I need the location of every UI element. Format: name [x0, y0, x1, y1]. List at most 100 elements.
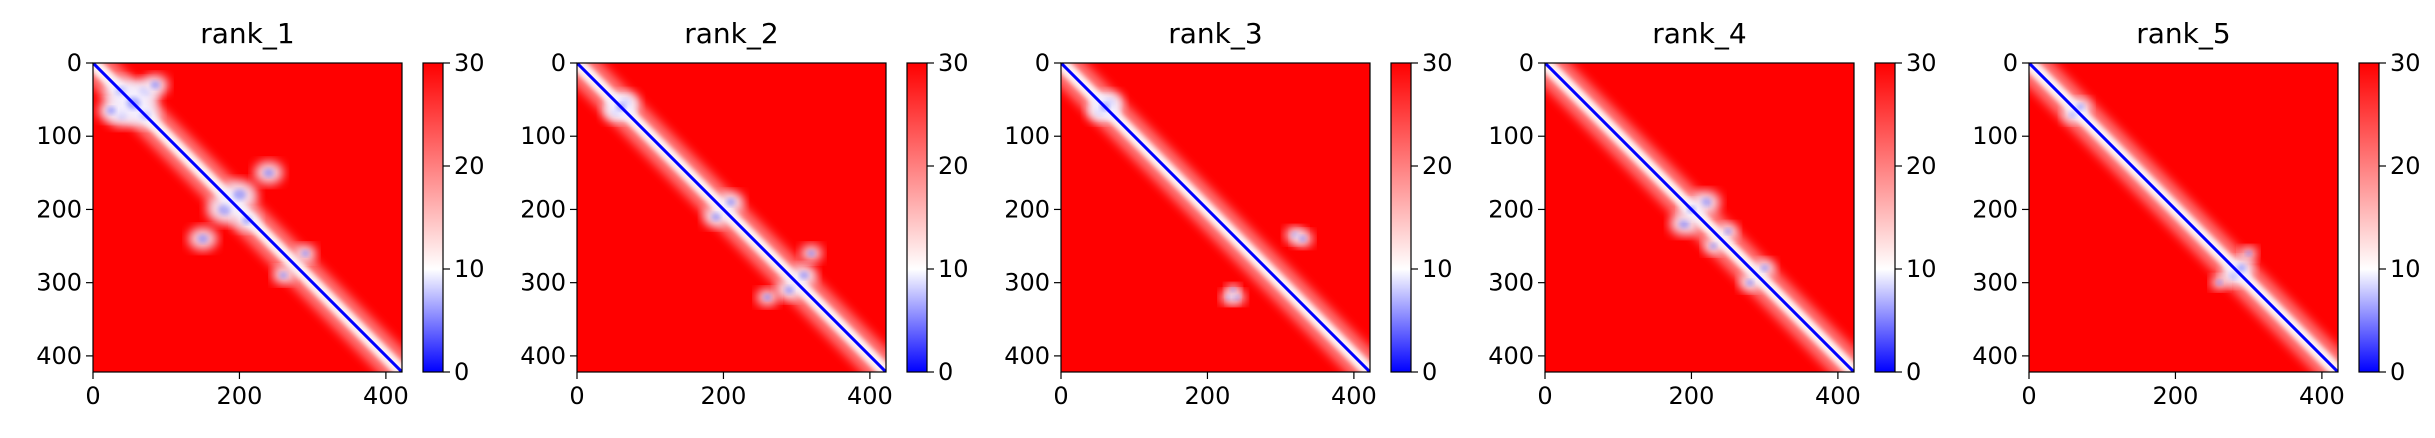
x-tick-label: 200: [2153, 382, 2199, 410]
x-tick-label: 400: [363, 382, 409, 410]
x-tick-label: 200: [1185, 382, 1231, 410]
colorbar-tick-label: 20: [1422, 152, 1453, 180]
contact-core: [106, 106, 116, 115]
y-tick-label: 200: [1004, 195, 1050, 223]
y-tick-label: 0: [2003, 49, 2018, 77]
contact-core: [1746, 279, 1754, 286]
y-tick-label: 400: [1972, 342, 2018, 370]
panel-title: rank_5: [2136, 17, 2230, 50]
y-tick-label: 0: [67, 49, 82, 77]
x-tick-label: 400: [1815, 382, 1861, 410]
axes-frame: [576, 62, 887, 373]
y-tick-label: 300: [1488, 269, 1534, 297]
colorbar-tick-label: 10: [454, 255, 485, 283]
contact-core: [197, 234, 208, 244]
contact-core: [1709, 242, 1718, 250]
colorbar: [1874, 62, 1896, 373]
y-tick-label: 300: [1004, 269, 1050, 297]
panel-title: rank_4: [1652, 17, 1746, 50]
contact-core: [1233, 294, 1240, 300]
x-tick-label: 400: [847, 382, 893, 410]
contact-core: [150, 81, 160, 89]
contact-core: [301, 250, 310, 257]
contact-core: [1678, 219, 1690, 229]
contact-core: [784, 286, 794, 294]
contact-core: [263, 168, 274, 178]
axes-frame: [1060, 62, 1371, 373]
y-tick-label: 0: [1519, 49, 1534, 77]
heatmap-cells: [93, 63, 402, 372]
x-tick-label: 0: [569, 382, 584, 410]
contact-core: [2236, 264, 2246, 272]
x-tick-label: 200: [1669, 382, 1715, 410]
contact-core: [1724, 228, 1732, 235]
y-tick-label: 300: [1972, 269, 2018, 297]
contact-core: [726, 198, 736, 207]
heatmap-diagonal: [1545, 63, 1854, 372]
contact-core: [1760, 264, 1769, 272]
y-tick-label: 200: [520, 195, 566, 223]
heatmap-cells: [2029, 63, 2338, 372]
colorbar-tick-label: 20: [938, 152, 969, 180]
colorbar: [2358, 62, 2380, 373]
contact-core: [799, 271, 809, 280]
contact-core: [1299, 235, 1307, 242]
y-tick-label: 400: [36, 342, 82, 370]
colorbar-tick-label: 30: [938, 49, 969, 77]
heatmap-diagonal: [1061, 63, 1370, 372]
x-tick-label: 0: [85, 382, 100, 410]
colorbar-tick-label: 20: [454, 152, 485, 180]
panel-title: rank_3: [1168, 17, 1262, 50]
colorbar-tick-label: 30: [454, 49, 485, 77]
panel-title: rank_1: [200, 17, 294, 50]
x-tick-label: 0: [2021, 382, 2036, 410]
y-tick-label: 300: [520, 269, 566, 297]
y-tick-label: 400: [1004, 342, 1050, 370]
axes-frame: [2028, 62, 2339, 373]
axes-frame: [92, 62, 403, 373]
colorbar-tick-label: 0: [454, 358, 469, 386]
contact-core: [2245, 250, 2252, 257]
heatmap-diagonal: [2029, 63, 2338, 372]
x-tick-label: 0: [1537, 382, 1552, 410]
colorbar-tick-label: 30: [1906, 49, 1937, 77]
contact-core: [2216, 280, 2223, 286]
colorbar-tick-label: 20: [2390, 152, 2421, 180]
x-tick-label: 0: [1053, 382, 1068, 410]
panel-title: rank_2: [684, 17, 778, 50]
heatmap-diagonal: [93, 63, 402, 372]
colorbar-tick-label: 10: [2390, 255, 2421, 283]
contact-core: [233, 189, 246, 201]
heatmap-cells: [1061, 63, 1370, 372]
heatmap-cells: [577, 63, 886, 372]
contact-core: [2076, 103, 2085, 111]
contact-core: [218, 203, 232, 215]
colorbar-tick-label: 10: [1906, 255, 1937, 283]
y-tick-label: 100: [520, 122, 566, 150]
y-tick-label: 200: [1972, 195, 2018, 223]
y-tick-label: 100: [36, 122, 82, 150]
contact-core: [763, 294, 772, 301]
x-tick-label: 200: [701, 382, 747, 410]
colorbar-tick-label: 10: [938, 255, 969, 283]
colorbar-tick-label: 10: [1422, 255, 1453, 283]
y-tick-label: 200: [36, 195, 82, 223]
heatmap-diagonal: [577, 63, 886, 372]
colorbar-tick-label: 0: [938, 358, 953, 386]
x-tick-label: 400: [1331, 382, 1377, 410]
x-tick-label: 200: [217, 382, 263, 410]
colorbar-tick-label: 30: [2390, 49, 2421, 77]
axes-frame: [1544, 62, 1855, 373]
y-tick-label: 200: [1488, 195, 1534, 223]
y-tick-label: 100: [1972, 122, 2018, 150]
colorbar-tick-label: 20: [1906, 152, 1937, 180]
y-tick-label: 100: [1004, 122, 1050, 150]
y-tick-label: 100: [1488, 122, 1534, 150]
colorbar-tick-label: 30: [1422, 49, 1453, 77]
y-tick-label: 300: [36, 269, 82, 297]
